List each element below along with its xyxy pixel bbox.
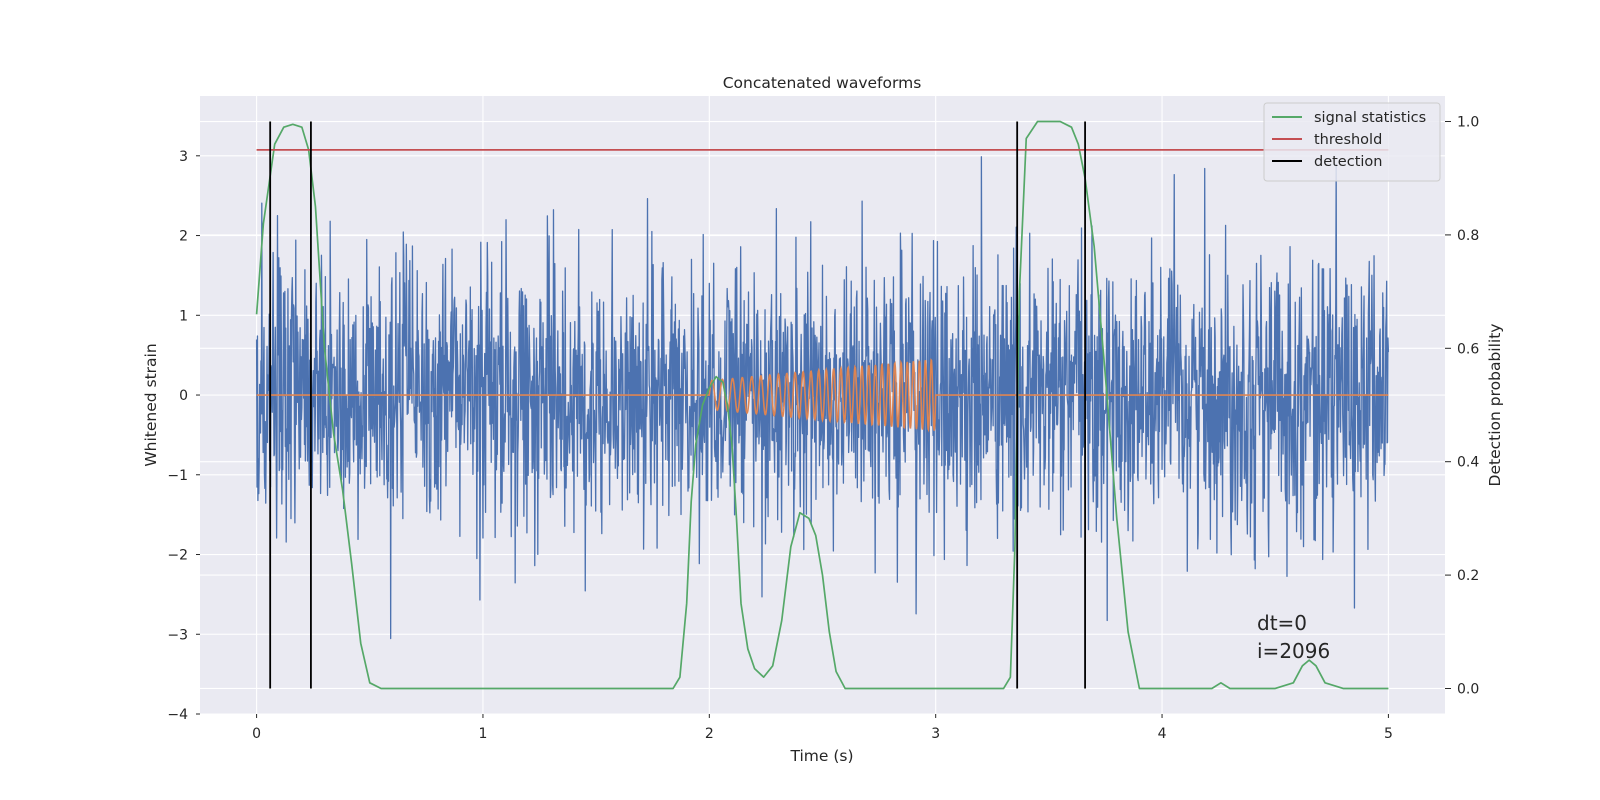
legend-label: signal statistics [1314, 110, 1426, 126]
y-tick-label: −1 [167, 468, 188, 484]
y-tick-label: −3 [167, 627, 188, 643]
y-tick-label: 1 [179, 308, 188, 324]
y-tick-label: −2 [167, 548, 188, 564]
legend: signal statistics threshold detection [1263, 102, 1441, 182]
y-tick-label: 3 [179, 149, 188, 165]
x-axis-label: Time (s) [789, 747, 853, 765]
x-tick-label: 2 [705, 726, 714, 742]
right-y-tick-label: 0.4 [1457, 455, 1479, 471]
series-waveform [256, 357, 1389, 433]
legend-label: threshold [1314, 132, 1382, 148]
legend-box [1263, 102, 1441, 182]
annotation-text: i=2096 [1257, 639, 1330, 663]
annotation-text: dt=0 [1257, 611, 1307, 635]
y-tick-label: −4 [167, 707, 188, 723]
right-y-axis-label: Detection probability [1486, 324, 1504, 487]
y-axis-label: Whitened strain [142, 343, 160, 466]
y-tick-label: 0 [179, 388, 188, 404]
series-whitened-strain [255, 156, 1390, 640]
right-y-tick-labels: 0.0 0.2 0.4 0.6 0.8 1.0 [1445, 115, 1479, 697]
plot-content [255, 120, 1390, 690]
series-signal-statistics [255, 120, 1389, 690]
x-tick-label: 5 [1384, 726, 1393, 742]
legend-label: detection [1314, 154, 1382, 170]
x-tick-label: 3 [931, 726, 940, 742]
x-tick-labels: 0 1 2 3 4 5 [252, 714, 1393, 742]
x-tick-label: 4 [1158, 726, 1167, 742]
right-y-tick-label: 0.0 [1457, 681, 1479, 697]
x-tick-label: 0 [252, 726, 261, 742]
right-y-tick-label: 0.6 [1457, 341, 1479, 357]
chart-title: Concatenated waveforms [723, 74, 922, 92]
annotations: dt=0 i=2096 [1257, 611, 1330, 663]
right-y-tick-label: 0.2 [1457, 568, 1479, 584]
right-y-tick-label: 0.8 [1457, 228, 1479, 244]
right-y-tick-label: 1.0 [1457, 115, 1479, 131]
x-tick-label: 1 [478, 726, 487, 742]
y-tick-label: 2 [179, 229, 188, 245]
y-tick-labels: −4 −3 −2 −1 0 1 2 3 [167, 149, 200, 723]
